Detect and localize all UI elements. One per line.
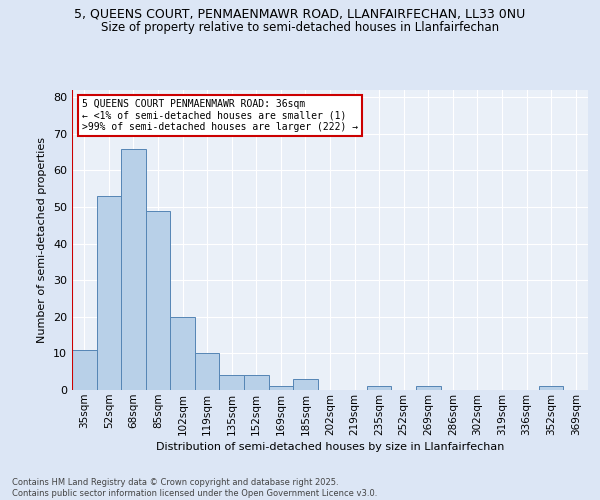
Bar [539, 386, 563, 390]
Bar [244, 376, 269, 390]
Text: 5, QUEENS COURT, PENMAENMAWR ROAD, LLANFAIRFECHAN, LL33 0NU: 5, QUEENS COURT, PENMAENMAWR ROAD, LLANF… [74, 8, 526, 20]
Bar [269, 386, 293, 390]
Y-axis label: Number of semi-detached properties: Number of semi-detached properties [37, 137, 47, 343]
Bar [220, 376, 244, 390]
Text: 5 QUEENS COURT PENMAENMAWR ROAD: 36sqm
← <1% of semi-detached houses are smaller: 5 QUEENS COURT PENMAENMAWR ROAD: 36sqm ←… [82, 99, 358, 132]
Bar [146, 210, 170, 390]
Bar [121, 148, 146, 390]
Text: Distribution of semi-detached houses by size in Llanfairfechan: Distribution of semi-detached houses by … [156, 442, 504, 452]
Text: Size of property relative to semi-detached houses in Llanfairfechan: Size of property relative to semi-detach… [101, 21, 499, 34]
Bar [416, 386, 440, 390]
Text: Contains HM Land Registry data © Crown copyright and database right 2025.
Contai: Contains HM Land Registry data © Crown c… [12, 478, 377, 498]
Bar [72, 350, 97, 390]
Bar [367, 386, 391, 390]
Bar [293, 379, 318, 390]
Bar [170, 317, 195, 390]
Bar [97, 196, 121, 390]
Bar [195, 354, 220, 390]
